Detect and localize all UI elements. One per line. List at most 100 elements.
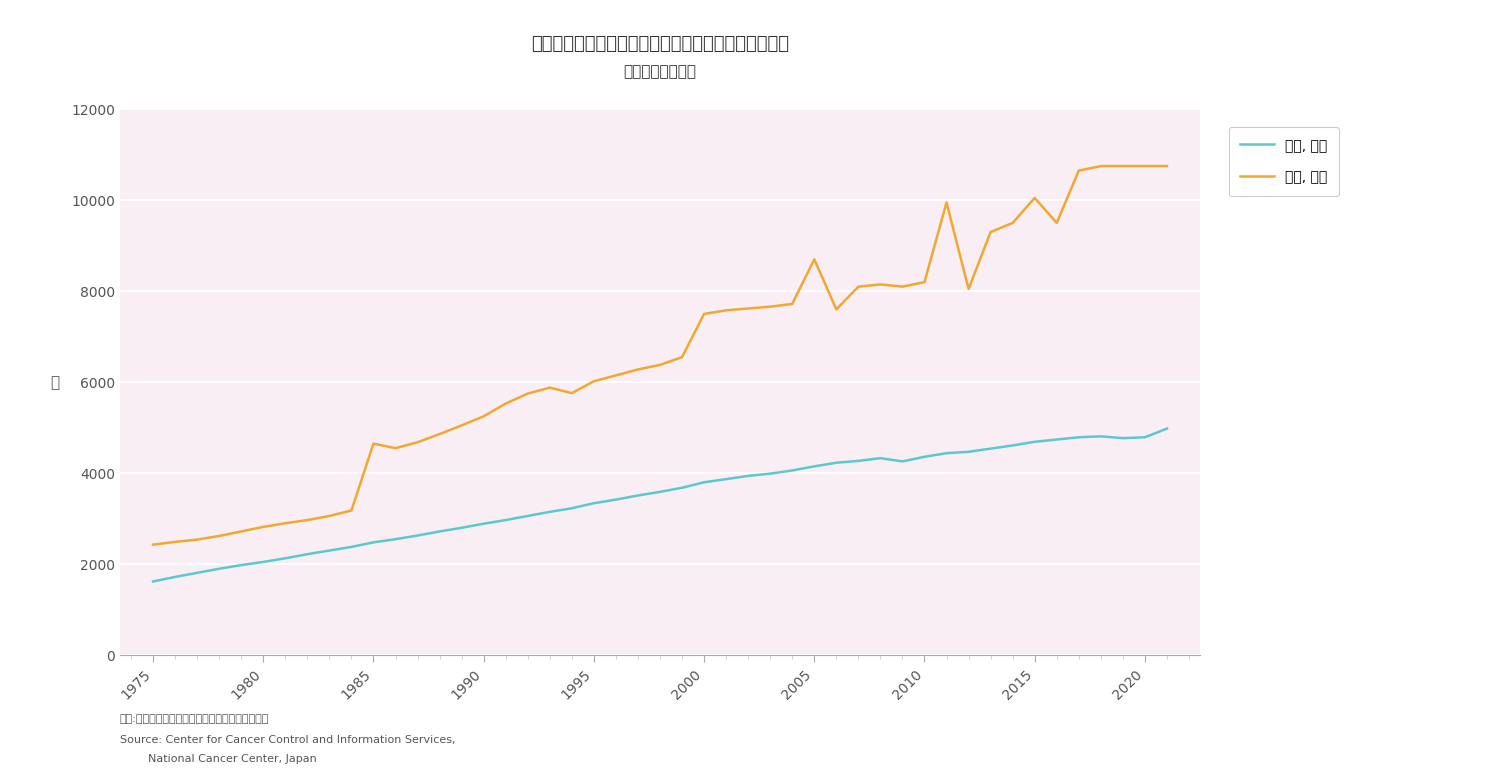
死亡, 卵巣	[255, 557, 273, 566]
死亡, 卵巣	[1114, 434, 1132, 443]
罹患, 卵巣	[474, 412, 492, 421]
罹患, 卵巣	[496, 399, 514, 408]
死亡, 卵巣	[1158, 424, 1176, 434]
罹患, 卵巣	[342, 505, 360, 515]
罹患, 卵巣	[1158, 161, 1176, 171]
Text: National Cancer Center, Japan: National Cancer Center, Japan	[120, 754, 316, 764]
死亡, 卵巣	[1004, 441, 1022, 450]
死亡, 卵巣	[981, 444, 999, 453]
死亡, 卵巣	[651, 488, 669, 497]
罹患, 卵巣	[210, 531, 228, 541]
Text: 資料:国立がん研究センターがん対策情報センター: 資料:国立がん研究センターがん対策情報センター	[120, 714, 270, 724]
死亡, 卵巣	[210, 564, 228, 573]
Y-axis label: 例: 例	[50, 374, 58, 390]
Text: 卵巣がんの罹患数（全国）と死亡数（全国）年次推移: 卵巣がんの罹患数（全国）と死亡数（全国）年次推移	[531, 35, 789, 53]
死亡, 卵巣	[585, 498, 603, 508]
罹患, 卵巣	[894, 282, 912, 292]
罹患, 卵巣	[276, 519, 294, 528]
罹患, 卵巣	[321, 512, 339, 521]
罹患, 卵巣	[783, 300, 801, 309]
罹患, 卵巣	[166, 537, 184, 547]
死亡, 卵巣	[717, 474, 735, 484]
罹患, 卵巣	[938, 198, 956, 207]
死亡, 卵巣	[849, 456, 867, 466]
死亡, 卵巣	[453, 523, 471, 533]
死亡, 卵巣	[232, 560, 250, 569]
罹患, 卵巣	[717, 306, 735, 315]
死亡, 卵巣	[496, 516, 514, 525]
死亡, 卵巣	[628, 491, 646, 500]
罹患, 卵巣	[651, 360, 669, 370]
罹患, 卵巣	[585, 377, 603, 386]
死亡, 卵巣	[760, 469, 778, 478]
罹患, 卵巣	[542, 383, 560, 392]
死亡, 卵巣	[938, 448, 956, 458]
死亡, 卵巣	[1026, 437, 1044, 446]
罹患, 卵巣	[387, 444, 405, 453]
死亡, 卵巣	[276, 554, 294, 563]
死亡, 卵巣	[474, 519, 492, 528]
罹患, 卵巣	[1070, 166, 1088, 176]
死亡, 卵巣	[1047, 435, 1065, 445]
死亡, 卵巣	[694, 477, 712, 487]
罹患, 卵巣	[562, 388, 580, 398]
罹患, 卵巣	[806, 254, 824, 264]
罹患, 卵巣	[828, 305, 846, 314]
罹患, 卵巣	[849, 282, 867, 292]
Line: 罹患, 卵巣: 罹患, 卵巣	[153, 166, 1167, 544]
罹患, 卵巣	[255, 523, 273, 532]
罹患, 卵巣	[364, 439, 382, 448]
罹患, 卵巣	[760, 302, 778, 311]
死亡, 卵巣	[674, 483, 692, 492]
死亡, 卵巣	[144, 577, 162, 587]
罹患, 卵巣	[740, 304, 758, 314]
罹患, 卵巣	[408, 438, 426, 447]
死亡, 卵巣	[542, 507, 560, 516]
死亡, 卵巣	[871, 453, 889, 463]
死亡, 卵巣	[408, 531, 426, 541]
罹患, 卵巣	[298, 516, 316, 525]
死亡, 卵巣	[740, 471, 758, 480]
死亡, 卵巣	[1136, 433, 1154, 442]
罹患, 卵巣	[144, 540, 162, 549]
死亡, 卵巣	[188, 568, 206, 577]
罹患, 卵巣	[1026, 193, 1044, 203]
死亡, 卵巣	[608, 495, 625, 504]
Legend: 死亡, 卵巣, 罹患, 卵巣: 死亡, 卵巣, 罹患, 卵巣	[1228, 127, 1340, 196]
死亡, 卵巣	[1092, 431, 1110, 441]
死亡, 卵巣	[562, 504, 580, 513]
死亡, 卵巣	[960, 447, 978, 456]
死亡, 卵巣	[519, 512, 537, 521]
死亡, 卵巣	[915, 452, 933, 462]
死亡, 卵巣	[430, 526, 448, 536]
死亡, 卵巣	[166, 573, 184, 582]
Text: Source: Center for Cancer Control and Information Services,: Source: Center for Cancer Control and In…	[120, 735, 456, 745]
罹患, 卵巣	[1114, 161, 1132, 171]
死亡, 卵巣	[894, 457, 912, 466]
死亡, 卵巣	[364, 537, 382, 547]
罹患, 卵巣	[453, 420, 471, 430]
死亡, 卵巣	[1070, 433, 1088, 442]
罹患, 卵巣	[674, 353, 692, 362]
罹患, 卵巣	[960, 284, 978, 293]
罹患, 卵巣	[519, 389, 537, 399]
罹患, 卵巣	[1092, 161, 1110, 171]
死亡, 卵巣	[298, 549, 316, 558]
罹患, 卵巣	[871, 280, 889, 289]
罹患, 卵巣	[430, 429, 448, 438]
罹患, 卵巣	[915, 278, 933, 287]
死亡, 卵巣	[387, 534, 405, 544]
罹患, 卵巣	[1047, 218, 1065, 228]
罹患, 卵巣	[608, 370, 625, 380]
罹患, 卵巣	[188, 535, 206, 544]
Line: 死亡, 卵巣: 死亡, 卵巣	[153, 429, 1167, 582]
罹患, 卵巣	[1136, 161, 1154, 171]
死亡, 卵巣	[806, 462, 824, 471]
死亡, 卵巣	[828, 458, 846, 467]
罹患, 卵巣	[981, 228, 999, 237]
Text: ［女性，全年齢］: ［女性，全年齢］	[624, 64, 696, 79]
死亡, 卵巣	[783, 466, 801, 475]
死亡, 卵巣	[342, 542, 360, 551]
罹患, 卵巣	[1004, 218, 1022, 228]
罹患, 卵巣	[232, 526, 250, 536]
